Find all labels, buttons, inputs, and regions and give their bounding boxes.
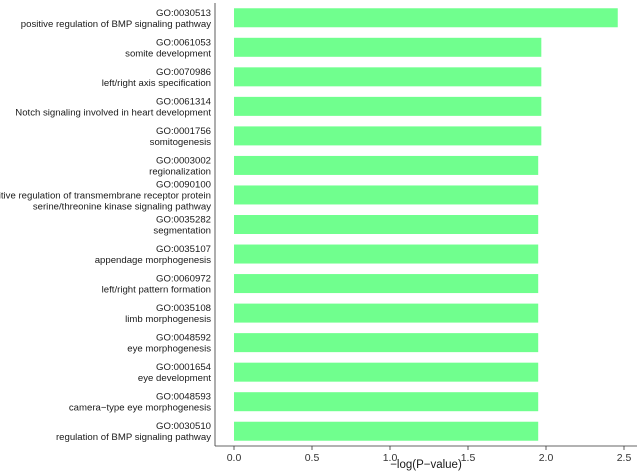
bar-go-0070986 xyxy=(234,67,542,87)
category-id: GO:0061053 xyxy=(156,37,211,48)
category-label: GO:0003002 regionalization xyxy=(149,155,211,177)
category-label: GO:0060972 left/right pattern formation xyxy=(102,274,211,296)
category-name: segmentation xyxy=(153,226,211,237)
category-name: left/right axis specification xyxy=(102,78,211,89)
category-name: appendage morphogenesis xyxy=(95,255,211,266)
x-tick-label: 1.5 xyxy=(461,452,476,464)
category-name: positive regulation of BMP signaling pat… xyxy=(21,19,211,30)
category-label: GO:0061314 Notch signaling involved in he… xyxy=(15,96,211,118)
category-label: GO:0035282 segmentation xyxy=(153,215,211,237)
bar-go-0090100 xyxy=(234,185,539,205)
bars-group xyxy=(234,8,618,441)
bar-go-0035107 xyxy=(234,244,539,264)
category-label: GO:0070986 left/right axis specification xyxy=(102,67,211,89)
category-id: GO:0061314 xyxy=(156,96,212,107)
bar-go-0003002 xyxy=(234,155,539,175)
category-label: GO:0090100 positive regulation of transme… xyxy=(0,179,211,212)
category-name: regionalization xyxy=(149,166,211,177)
x-axis-title: −log(P−value) xyxy=(390,459,462,471)
category-id: GO:0030513 xyxy=(156,8,211,19)
category-label: GO:0061053 somite development xyxy=(125,37,211,59)
x-axis-ticks: 0.0 0.5 1.0 1.5 2.0 2.5 xyxy=(227,446,632,464)
category-name: eye morphogenesis xyxy=(127,344,211,355)
bar-go-0030510 xyxy=(234,421,539,441)
bar-go-0048592 xyxy=(234,333,539,353)
bar-go-0001654 xyxy=(234,362,539,382)
category-id: GO:0090100 xyxy=(156,179,211,190)
bar-go-0001756 xyxy=(234,126,542,146)
category-name: somitogenesis xyxy=(150,137,212,148)
x-tick-label: 2.0 xyxy=(539,452,554,464)
category-label: GO:0030510 regulation of BMP signaling pa… xyxy=(56,421,211,443)
category-name: regulation of BMP signaling pathway xyxy=(56,432,211,443)
category-label: GO:0035108 limb morphogenesis xyxy=(125,303,211,325)
x-tick-label: 1.0 xyxy=(383,452,398,464)
category-name: left/right pattern formation xyxy=(102,285,211,296)
category-id: GO:0001654 xyxy=(156,362,212,373)
category-id: GO:0001756 xyxy=(156,126,211,137)
category-id: GO:0003002 xyxy=(156,155,211,166)
category-label: GO:0001654 eye development xyxy=(138,362,212,384)
category-labels: GO:0030513 positive regulation of BMP sig… xyxy=(0,8,212,443)
category-name: camera−type eye morphogenesis xyxy=(69,403,211,414)
category-id: GO:0070986 xyxy=(156,67,211,78)
x-tick-label: 0.0 xyxy=(227,452,242,464)
bar-go-0048593 xyxy=(234,392,539,412)
bar-go-0060972 xyxy=(234,274,539,294)
category-label: GO:0048593 camera−type eye morphogenesis xyxy=(69,392,211,414)
category-label: GO:0001756 somitogenesis xyxy=(150,126,212,148)
bar-go-0061314 xyxy=(234,96,542,116)
category-id: GO:0048592 xyxy=(156,333,211,344)
bar-go-0030513 xyxy=(234,8,618,28)
category-id: GO:0035282 xyxy=(156,215,211,226)
category-label: GO:0035107 appendage morphogenesis xyxy=(95,244,211,266)
bar-go-0061053 xyxy=(234,37,542,57)
category-id: GO:0060972 xyxy=(156,274,211,285)
bar-go-0035282 xyxy=(234,215,539,234)
category-id: GO:0048593 xyxy=(156,392,211,403)
category-name: somite development xyxy=(125,48,211,59)
x-tick-label: 2.5 xyxy=(617,452,632,464)
category-id: GO:0035107 xyxy=(156,244,211,255)
category-id: GO:0030510 xyxy=(156,421,211,432)
x-tick-label: 0.5 xyxy=(305,452,320,464)
category-name: Notch signaling involved in heart develo… xyxy=(15,107,211,118)
category-id: GO:0035108 xyxy=(156,303,211,314)
category-name: positive regulation of transmembrane rec… xyxy=(0,190,211,201)
category-name: serine/threonine kinase signaling pathwa… xyxy=(33,201,211,212)
category-name: eye development xyxy=(138,373,211,384)
bar-go-0035108 xyxy=(234,303,539,323)
category-name: limb morphogenesis xyxy=(125,314,211,325)
category-label: GO:0030513 positive regulation of BMP sig… xyxy=(21,8,211,30)
category-label: GO:0048592 eye morphogenesis xyxy=(127,333,211,355)
